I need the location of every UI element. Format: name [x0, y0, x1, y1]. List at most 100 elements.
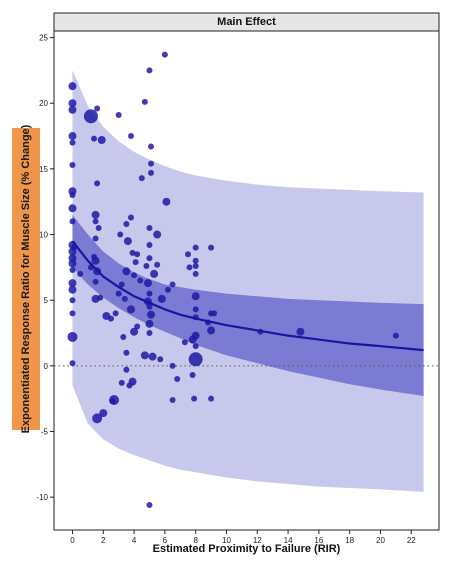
data-point: [91, 256, 100, 265]
data-point: [95, 224, 102, 231]
data-point: [208, 244, 215, 251]
x-tick-label: 12: [253, 536, 262, 545]
y-tick-label: 20: [39, 99, 48, 108]
x-tick-label: 6: [163, 536, 168, 545]
data-point: [154, 261, 161, 268]
data-point: [146, 290, 153, 297]
x-axis: 0 2 4 6 8 10 12 14 16 18 20 22: [70, 530, 416, 545]
data-point: [211, 310, 218, 317]
data-point: [192, 306, 199, 313]
data-point: [150, 269, 159, 278]
data-point: [141, 98, 148, 105]
data-point: [146, 303, 153, 310]
data-point: [91, 135, 98, 142]
data-point: [83, 109, 98, 124]
data-point: [123, 221, 130, 228]
data-point: [99, 409, 108, 418]
data-point: [162, 197, 171, 206]
data-point: [169, 281, 176, 288]
y-tick-label: 5: [44, 296, 49, 305]
data-point: [192, 270, 199, 277]
data-point: [68, 279, 77, 288]
data-point: [181, 339, 188, 346]
data-point: [392, 332, 399, 339]
y-tick-label: 15: [39, 165, 48, 174]
data-point: [146, 255, 153, 262]
data-point: [169, 396, 176, 403]
data-point: [68, 82, 77, 91]
fit-line-layer: [71, 240, 424, 352]
data-point: [130, 327, 139, 336]
data-point: [191, 292, 200, 301]
chart-title: Main Effect: [217, 16, 276, 28]
data-point: [148, 169, 155, 176]
y-axis-label-box: Exponentiated Response Ratio for Muscle …: [12, 125, 40, 433]
data-point: [129, 249, 136, 256]
data-point: [92, 218, 99, 225]
data-point: [191, 395, 198, 402]
data-point: [107, 315, 114, 322]
data-point: [115, 112, 122, 119]
data-point: [137, 277, 144, 284]
data-point: [68, 285, 77, 294]
data-point: [153, 230, 162, 239]
data-point: [169, 362, 176, 369]
data-point: [69, 218, 76, 225]
data-point: [148, 352, 157, 361]
data-point: [118, 281, 125, 288]
data-point: [148, 160, 155, 167]
data-point: [146, 224, 153, 231]
data-point: [192, 244, 199, 251]
data-point: [126, 382, 133, 389]
fit-line: [71, 240, 424, 352]
data-point: [92, 235, 99, 242]
data-point: [146, 502, 153, 509]
data-point: [122, 267, 131, 276]
data-point: [146, 330, 153, 337]
data-point: [145, 319, 154, 328]
data-point: [134, 251, 141, 258]
x-tick-label: 22: [407, 536, 416, 545]
data-point: [123, 237, 132, 246]
data-point: [117, 231, 124, 238]
data-point: [143, 263, 150, 270]
data-point: [192, 343, 199, 350]
data-point: [164, 286, 171, 293]
data-point: [115, 290, 122, 297]
confidence-band: [72, 214, 424, 397]
data-point: [186, 264, 193, 271]
data-point: [68, 132, 77, 141]
data-point: [94, 180, 101, 187]
data-point: [118, 379, 125, 386]
data-point: [112, 310, 119, 317]
data-point: [92, 413, 103, 424]
data-point: [131, 272, 138, 279]
y-tick-label: 10: [39, 231, 48, 240]
data-point: [140, 351, 149, 360]
data-point: [69, 310, 76, 317]
data-point: [207, 326, 216, 335]
data-point: [123, 349, 130, 356]
data-point: [69, 266, 76, 273]
data-point: [192, 257, 199, 264]
y-tick-label: 25: [39, 34, 48, 43]
data-point: [92, 278, 99, 285]
data-point: [146, 242, 153, 249]
data-point: [148, 143, 155, 150]
data-point: [184, 251, 191, 258]
data-point: [68, 259, 77, 268]
data-point: [296, 327, 305, 336]
facet-title-strip: [53, 12, 440, 32]
data-point: [68, 204, 77, 213]
data-point: [68, 99, 77, 108]
data-point: [189, 372, 196, 379]
data-point: [69, 360, 76, 367]
data-point: [97, 294, 104, 301]
x-tick-label: 4: [132, 536, 137, 545]
data-point: [69, 161, 76, 168]
data-point: [146, 67, 153, 74]
data-point: [69, 192, 76, 199]
data-point: [94, 105, 101, 112]
data-point: [128, 214, 134, 221]
